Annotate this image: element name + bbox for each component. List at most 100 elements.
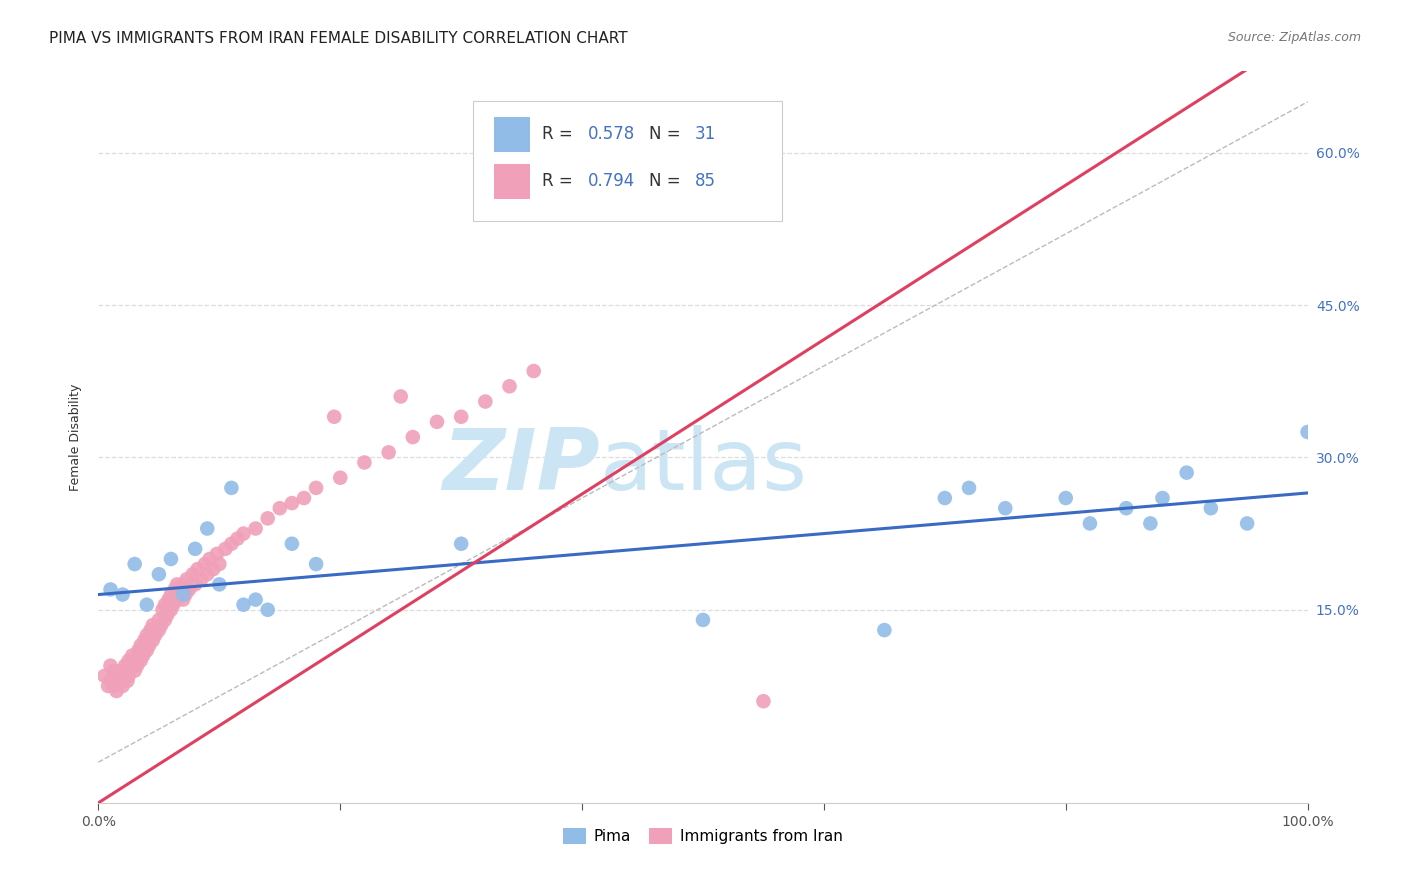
Text: PIMA VS IMMIGRANTS FROM IRAN FEMALE DISABILITY CORRELATION CHART: PIMA VS IMMIGRANTS FROM IRAN FEMALE DISA… [49,31,628,46]
Point [994,501,1017,516]
Point [127,643,149,657]
Point [160,588,183,602]
Point [752,694,775,708]
Point [208,557,231,571]
Point [256,603,278,617]
Point [353,455,375,469]
Point [148,613,170,627]
Point [139,623,162,637]
Point [103,664,125,678]
Point [1054,491,1077,505]
Point [873,623,896,637]
Point [187,562,209,576]
Point [108,673,131,688]
Point [138,638,160,652]
Text: atlas: atlas [600,425,808,508]
Point [153,613,176,627]
Point [129,638,152,652]
Point [162,598,184,612]
Point [169,588,191,602]
Point [245,592,267,607]
Point [135,628,157,642]
Point [148,623,170,637]
Point [166,592,188,607]
Point [1152,491,1174,505]
Text: R =: R = [543,125,578,143]
Point [232,526,254,541]
Point [498,379,520,393]
Point [111,679,134,693]
Point [150,618,173,632]
Point [281,496,304,510]
Point [221,537,243,551]
Point [163,582,186,597]
Point [198,552,221,566]
Text: 0.578: 0.578 [588,125,636,143]
Point [152,603,174,617]
Point [292,491,315,505]
Point [124,654,146,668]
Point [105,669,128,683]
Text: N =: N = [648,125,686,143]
Point [97,679,120,693]
Point [114,669,136,683]
FancyBboxPatch shape [494,117,530,152]
Point [202,562,225,576]
Text: R =: R = [543,172,578,190]
Point [157,592,180,607]
Point [166,577,188,591]
FancyBboxPatch shape [474,101,782,221]
Point [450,537,472,551]
Point [402,430,425,444]
Point [474,394,496,409]
Point [195,567,218,582]
Point [329,471,352,485]
Point [269,501,291,516]
Text: ZIP: ZIP [443,425,600,508]
Point [153,598,176,612]
Point [245,521,267,535]
Point [1078,516,1101,531]
Point [135,643,157,657]
Point [160,552,183,566]
Point [205,547,228,561]
Point [190,572,212,586]
Point [172,577,194,591]
Point [450,409,472,424]
Point [934,491,956,505]
Point [1115,501,1137,516]
Point [232,598,254,612]
Point [523,364,546,378]
Point [105,684,128,698]
Point [214,541,236,556]
Point [142,618,165,632]
Point [195,521,218,535]
Point [221,481,243,495]
Point [176,572,198,586]
Point [256,511,278,525]
Point [134,633,156,648]
Point [172,588,194,602]
Point [148,567,170,582]
Point [101,679,124,693]
Point [129,654,152,668]
Point [143,628,166,642]
Point [389,389,412,403]
Point [142,633,165,648]
Point [181,567,204,582]
Point [121,648,143,663]
Point [127,658,149,673]
Point [111,588,134,602]
Point [100,582,122,597]
Point [160,603,183,617]
Point [377,445,399,459]
Text: Source: ZipAtlas.com: Source: ZipAtlas.com [1227,31,1361,45]
Point [179,582,201,597]
Point [117,673,139,688]
Point [174,588,197,602]
Point [1199,501,1222,516]
Point [118,654,141,668]
Point [156,607,179,622]
Point [111,664,134,678]
Point [100,658,122,673]
